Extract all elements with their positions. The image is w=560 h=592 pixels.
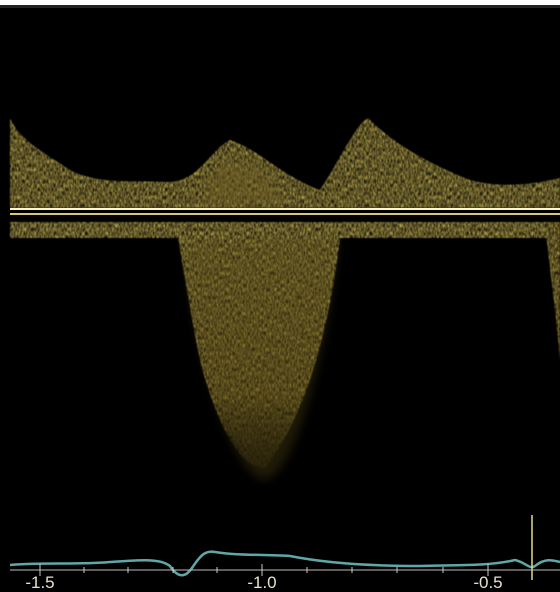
baseline bbox=[10, 208, 560, 210]
axis-ticks bbox=[39, 564, 489, 576]
top-border bbox=[0, 5, 560, 8]
ecg-trace bbox=[9, 550, 560, 577]
time-tick-label: -0.5 bbox=[473, 573, 502, 592]
baseline bbox=[10, 213, 560, 215]
forward-haze bbox=[200, 159, 290, 205]
time-tick-label: -1.0 bbox=[247, 573, 276, 592]
time-tick-label: -1.5 bbox=[25, 573, 54, 592]
forward-flow bbox=[10, 118, 560, 208]
reverse-haze bbox=[185, 240, 338, 480]
